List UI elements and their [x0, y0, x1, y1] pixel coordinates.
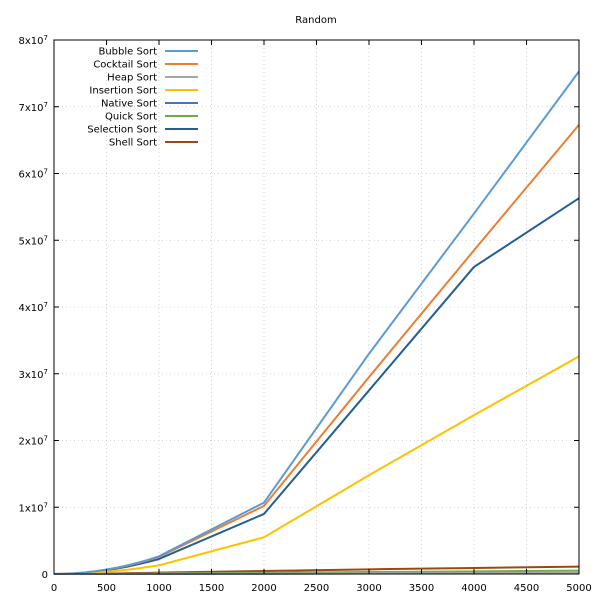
series-line-bubble-sort — [53, 70, 580, 575]
y-tick-label: 6x107 — [19, 168, 48, 181]
x-tick-label: 500 — [97, 583, 116, 594]
legend-label: Insertion Sort — [89, 86, 157, 97]
x-tick-label: 4000 — [461, 583, 486, 594]
x-tick-label: 2500 — [304, 583, 329, 594]
legend: Bubble Sort Cocktail Sort Heap Sort Inserti… — [87, 47, 198, 149]
y-tick-label: 7x107 — [19, 101, 48, 114]
x-tick-label: 3000 — [356, 583, 381, 594]
y-tick-labels: 0 1x107 2x107 3x107 4x107 5x107 6x107 7x107 8x10… — [19, 34, 48, 581]
x-tick-label: 0 — [51, 583, 57, 594]
x-tick-labels: 0 500 1000 1500 2000 2500 3000 3500 4000 4500 5000 — [51, 583, 592, 594]
y-tick-label: 3x107 — [19, 368, 48, 381]
x-tick-label: 1500 — [199, 583, 224, 594]
y-tick-label: 4x107 — [19, 301, 48, 314]
legend-label: Heap Sort — [107, 73, 157, 84]
x-tick-label: 2000 — [251, 583, 276, 594]
x-tick-label: 3500 — [409, 583, 434, 594]
y-tick-label: 5x107 — [19, 234, 48, 247]
grid-lines — [54, 40, 579, 574]
x-tick-label: 5000 — [566, 583, 591, 594]
x-tick-label: 1000 — [146, 583, 171, 594]
y-tick-label: 1x107 — [19, 501, 48, 514]
legend-label: Bubble Sort — [98, 47, 157, 58]
x-tick-label: 4500 — [514, 583, 539, 594]
y-tick-label: 0 — [42, 570, 48, 581]
y-tick-label: 8x107 — [19, 34, 48, 47]
legend-label: Quick Sort — [105, 112, 157, 123]
legend-label: Cocktail Sort — [93, 60, 157, 71]
y-tick-label: 2x107 — [19, 435, 48, 448]
legend-label: Native Sort — [101, 99, 157, 110]
axis-ticks — [53, 39, 580, 575]
legend-label: Selection Sort — [87, 125, 157, 136]
legend-label: Shell Sort — [109, 138, 157, 149]
chart-title: Random — [295, 15, 336, 26]
